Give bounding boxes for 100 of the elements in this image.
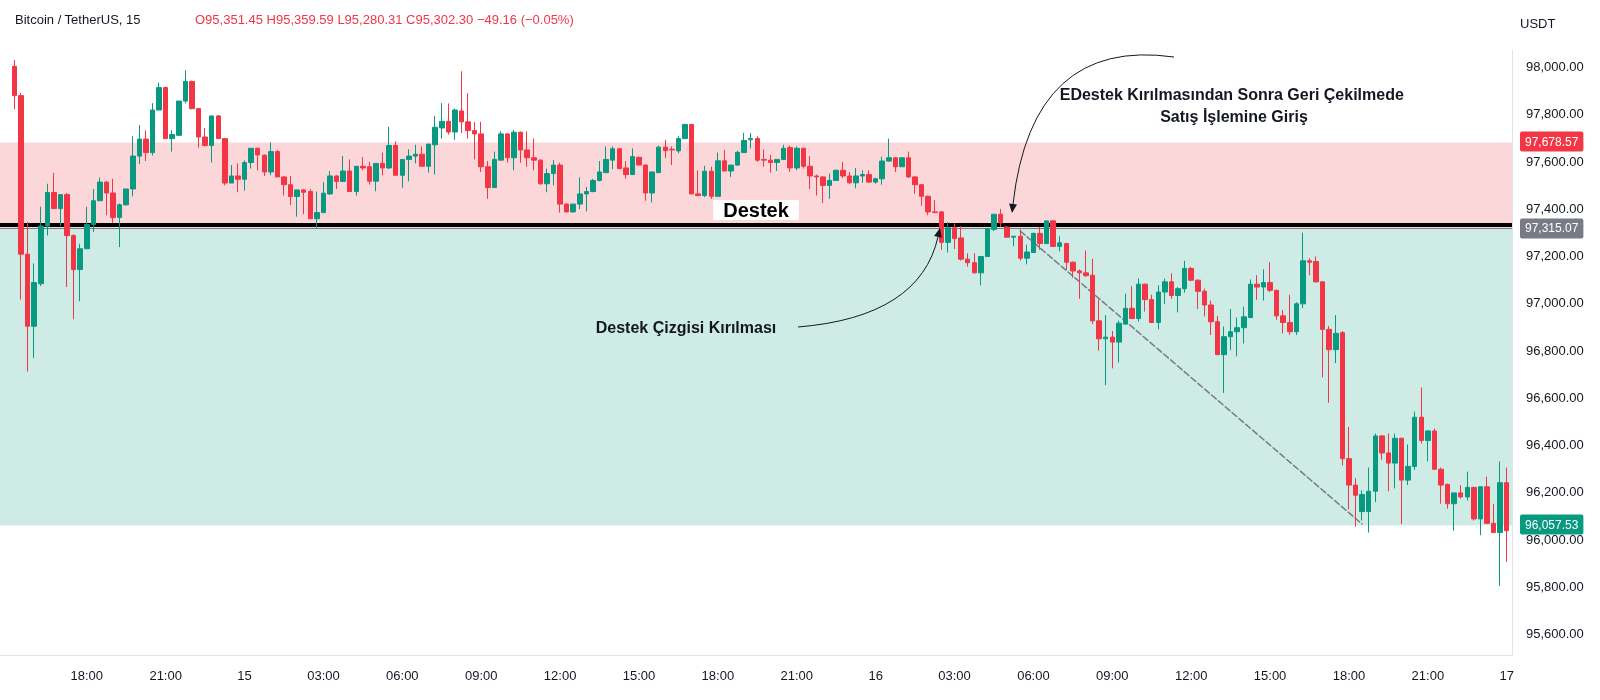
candlestick bbox=[630, 147, 635, 176]
x-tick-label: 21:00 bbox=[1411, 668, 1445, 683]
candlestick bbox=[1504, 467, 1509, 563]
candlestick bbox=[1004, 225, 1010, 239]
candlestick bbox=[511, 129, 517, 171]
candlestick bbox=[1050, 219, 1056, 247]
candlestick bbox=[294, 189, 300, 218]
band-label: 96,057.53 bbox=[1525, 517, 1579, 532]
candlestick bbox=[1451, 492, 1457, 532]
candlestick bbox=[1399, 437, 1404, 525]
candlestick bbox=[235, 162, 241, 193]
candlestick bbox=[1018, 228, 1023, 262]
candlestick bbox=[1129, 285, 1135, 320]
candlestick bbox=[380, 152, 385, 176]
y-tick-label: 97,000.00 bbox=[1526, 295, 1584, 311]
candlestick bbox=[143, 129, 149, 162]
candlestick bbox=[1471, 486, 1477, 522]
candlestick bbox=[347, 158, 352, 193]
x-tick-label: 03:00 bbox=[938, 668, 971, 683]
candlestick bbox=[998, 208, 1003, 228]
x-tick-label: 15:00 bbox=[622, 668, 656, 683]
x-tick-label: 03:00 bbox=[307, 668, 340, 683]
x-tick-label: 18:00 bbox=[701, 668, 735, 683]
candlestick bbox=[893, 156, 898, 173]
candlestick bbox=[1458, 484, 1463, 500]
y-tick-label: 96,000.00 bbox=[1526, 531, 1584, 547]
x-tick-label: 15:00 bbox=[1253, 668, 1287, 683]
x-tick-label: 06:00 bbox=[1017, 668, 1050, 683]
candlestick bbox=[262, 153, 267, 177]
x-tick-label: 09:00 bbox=[464, 668, 498, 683]
candlestick bbox=[1465, 471, 1470, 501]
candlestick bbox=[1425, 429, 1431, 462]
candlestick bbox=[1103, 314, 1108, 386]
candlestick bbox=[1110, 330, 1115, 369]
candlestick bbox=[1419, 386, 1424, 444]
candlestick bbox=[1261, 268, 1266, 302]
candlestick bbox=[373, 162, 379, 192]
candlestick bbox=[702, 165, 707, 198]
candlestick bbox=[709, 166, 714, 200]
x-tick-label: 21:00 bbox=[780, 668, 814, 683]
candlestick bbox=[452, 108, 458, 141]
candlestick bbox=[899, 157, 905, 168]
candlestick bbox=[1254, 274, 1260, 301]
candlestick bbox=[505, 132, 510, 164]
candlestick bbox=[446, 102, 451, 136]
x-tick-label: 12:00 bbox=[543, 668, 577, 683]
annotation: Destek Çizgisi Kırılması bbox=[595, 318, 777, 336]
y-tick-label: 97,600.00 bbox=[1526, 153, 1584, 169]
x-tick-label: 21:00 bbox=[149, 668, 182, 683]
candlestick bbox=[1057, 235, 1062, 252]
x-tick-label: 09:00 bbox=[1096, 668, 1129, 683]
y-tick-label: 95,600.00 bbox=[1526, 626, 1584, 642]
candlestick bbox=[301, 188, 306, 215]
candlestick bbox=[354, 165, 359, 197]
candlestick bbox=[1136, 278, 1141, 323]
candlestick bbox=[58, 194, 63, 227]
candlestick bbox=[972, 252, 977, 275]
y-tick-label: 96,600.00 bbox=[1526, 389, 1584, 405]
candlestick bbox=[715, 152, 721, 197]
candlestick bbox=[866, 169, 872, 184]
candlestick bbox=[1169, 272, 1174, 300]
x-tick-label: 06:00 bbox=[386, 668, 419, 683]
candlestick bbox=[334, 174, 339, 190]
ref-line-label: 97,315.07 bbox=[1525, 221, 1579, 236]
candlestick bbox=[794, 145, 800, 171]
candlestick bbox=[229, 164, 234, 184]
candlestick bbox=[787, 144, 793, 173]
candlestick bbox=[51, 172, 57, 210]
candlestick bbox=[209, 115, 214, 163]
candlestick bbox=[748, 132, 753, 149]
y-tick-label: 97,400.00 bbox=[1526, 200, 1584, 216]
candlestick bbox=[393, 140, 398, 176]
x-tick-label: 16 bbox=[868, 668, 883, 683]
candlestick bbox=[1011, 235, 1016, 247]
candlestick bbox=[419, 145, 425, 167]
x-tick-label: 12:00 bbox=[1174, 668, 1208, 683]
y-tick-label: 96,200.00 bbox=[1526, 484, 1584, 500]
y-tick-label: 96,800.00 bbox=[1526, 342, 1584, 358]
x-tick-label: 18:00 bbox=[1332, 668, 1366, 683]
candlestick bbox=[1373, 433, 1378, 503]
y-tick-label: 96,400.00 bbox=[1526, 437, 1584, 453]
candlestick bbox=[268, 141, 274, 176]
candlestick bbox=[1392, 433, 1398, 489]
candlestick bbox=[1478, 486, 1483, 536]
candlestick bbox=[1333, 314, 1339, 364]
candlestick bbox=[1044, 220, 1049, 245]
candlestick bbox=[340, 155, 346, 183]
x-tick-label: 18:00 bbox=[70, 668, 104, 683]
y-tick-label: 97,800.00 bbox=[1526, 106, 1584, 122]
chart-subtitle: O95,351.45 H95,359.59 L95,280.31 C95,302.30 −49.16 (−0.05%) bbox=[195, 12, 574, 27]
candlestick bbox=[945, 221, 951, 254]
x-tick-label: 15 bbox=[237, 668, 252, 683]
chart-title: Bitcoin / TetherUS, 15 bbox=[15, 12, 141, 27]
y-tick-label: 97,200.00 bbox=[1526, 248, 1584, 264]
y-tick-label: 98,000.00 bbox=[1526, 59, 1584, 75]
candlestick bbox=[163, 86, 168, 140]
candlestick bbox=[308, 188, 313, 220]
candlestick bbox=[255, 147, 260, 171]
candlestick bbox=[1497, 460, 1503, 587]
band-label: 97,678.57 bbox=[1525, 134, 1579, 149]
